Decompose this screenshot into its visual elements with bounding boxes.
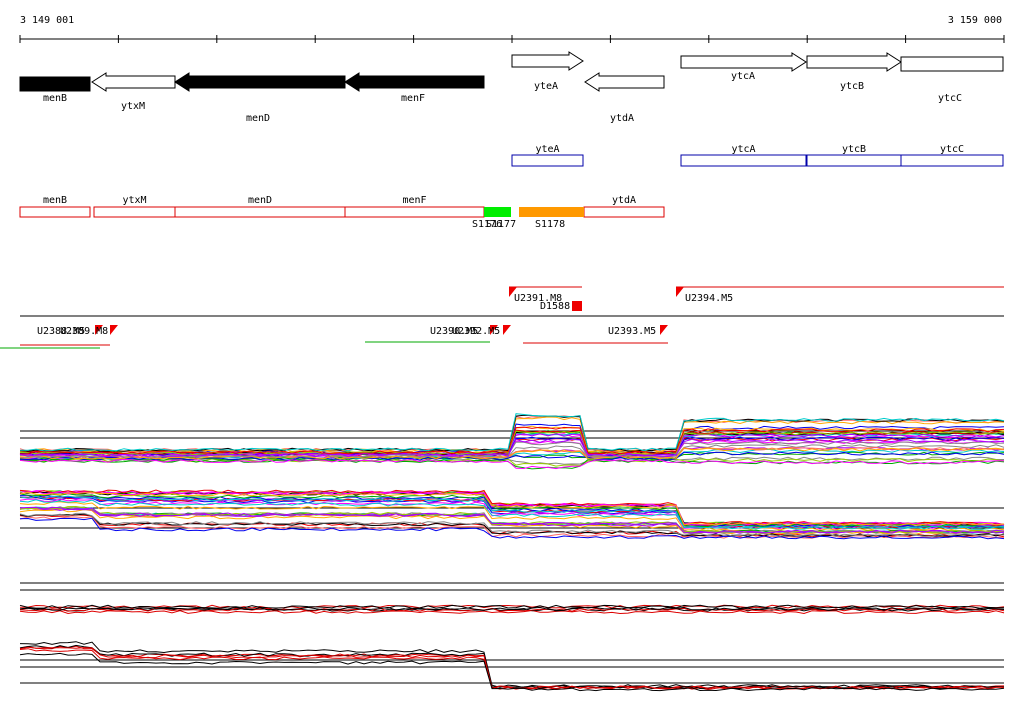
ruler-start: 3 149 001 — [20, 15, 74, 26]
gene-label: menF — [401, 93, 425, 104]
trace — [19, 646, 1005, 690]
promoter-flag — [95, 325, 103, 335]
trace — [19, 499, 1005, 530]
trace — [19, 512, 1005, 537]
gene-arrow — [584, 72, 665, 92]
promoter-label: U2390.M5 — [430, 326, 478, 337]
transcript-label: menB — [43, 195, 67, 206]
promoter-label: U2388.M5 — [37, 326, 85, 337]
trace — [19, 451, 1005, 461]
cds-box — [806, 154, 902, 167]
promoter-label: U2391.M8 — [514, 293, 562, 304]
gene-label: yteA — [534, 81, 558, 92]
gene-label: menD — [246, 113, 270, 124]
segment-box — [484, 207, 511, 217]
gene-arrow — [174, 72, 346, 92]
transcript-box — [583, 206, 665, 218]
transcript-label: ytdA — [612, 195, 636, 206]
trace — [19, 501, 1005, 532]
cds-label: ytcB — [842, 144, 866, 155]
trace — [19, 491, 1005, 527]
trace — [19, 426, 1005, 455]
gene-arrow — [511, 51, 584, 71]
trace — [19, 516, 1005, 539]
gene-arrow — [19, 76, 91, 92]
cds-box — [680, 154, 807, 167]
gene-label: ytcA — [731, 71, 755, 82]
gene-arrow — [91, 72, 176, 92]
promoter-flag — [110, 325, 118, 335]
transcript-box — [344, 206, 485, 218]
ruler-end: 3 159 000 — [948, 15, 1002, 26]
gene-label: ytcB — [840, 81, 864, 92]
segment-label: S1177 — [486, 219, 516, 230]
trace — [19, 447, 1005, 460]
segment-label: S1176 — [472, 219, 502, 230]
gene-label: ytdA — [610, 113, 634, 124]
transcript-box — [19, 206, 91, 218]
trace — [19, 458, 1004, 470]
transcript-label: ytxM — [122, 195, 146, 206]
promoter-label: D1588 — [540, 301, 570, 312]
promoter-label: U2392.M5 — [452, 326, 500, 337]
promoter-flag — [490, 325, 498, 335]
promoter-flag — [676, 287, 684, 297]
gene-arrow — [344, 72, 485, 92]
trace — [19, 490, 1005, 526]
gene-arrow — [680, 52, 807, 72]
trace — [19, 413, 1005, 452]
cds-label: yteA — [535, 144, 559, 155]
promoter-flag — [509, 287, 517, 297]
trace — [19, 430, 1005, 456]
cds-box — [511, 154, 584, 167]
segment-box — [519, 207, 584, 217]
gene-label: ytxM — [121, 101, 145, 112]
gene-label: menB — [43, 93, 67, 104]
trace — [19, 606, 1005, 611]
transcript-box — [174, 206, 346, 218]
transcript-box — [93, 206, 176, 218]
segment-label: S1178 — [535, 219, 565, 230]
promoter-label: U2393.M5 — [608, 326, 656, 337]
transcript-label: menF — [402, 195, 426, 206]
promoter-label: U2394.M5 — [685, 293, 733, 304]
trace — [19, 652, 1005, 692]
gene-label: ytcC — [938, 93, 962, 104]
trace — [19, 604, 1004, 609]
gene-arrow — [900, 56, 1004, 72]
cds-box — [900, 154, 1004, 167]
promoter-mark — [572, 301, 582, 311]
trace — [19, 517, 1005, 540]
gene-arrow — [806, 52, 902, 72]
transcript-label: menD — [248, 195, 272, 206]
trace — [19, 506, 1005, 534]
trace — [19, 609, 1005, 615]
trace — [19, 444, 1005, 459]
trace — [19, 641, 1005, 689]
cds-label: ytcC — [940, 144, 964, 155]
cds-label: ytcA — [731, 144, 755, 155]
trace — [19, 438, 1005, 458]
promoter-flag — [660, 325, 668, 335]
promoter-label: U2389.M8 — [60, 326, 108, 337]
promoter-flag — [503, 325, 511, 335]
